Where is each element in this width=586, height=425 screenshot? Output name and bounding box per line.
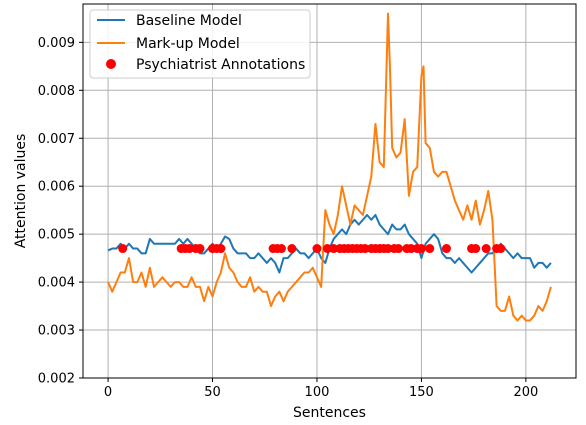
legend-box bbox=[89, 9, 311, 79]
annotation-point bbox=[416, 244, 426, 254]
plot-frame bbox=[82, 3, 577, 379]
y-tick-label: 0.002 bbox=[38, 372, 75, 387]
legend: Baseline Model Mark-up Model Psychiatris… bbox=[89, 9, 311, 79]
annotation-point bbox=[322, 244, 332, 254]
annotation-point bbox=[471, 244, 481, 254]
annotation-point bbox=[441, 244, 451, 254]
x-tick-label: 100 bbox=[305, 385, 330, 400]
y-tick-label: 0.006 bbox=[38, 180, 75, 195]
legend-label-markup: Mark-up Model bbox=[136, 36, 240, 52]
y-tick-label: 0.009 bbox=[38, 36, 75, 51]
y-tick-label: 0.005 bbox=[38, 228, 75, 243]
annotation-point bbox=[312, 244, 322, 254]
legend-label-baseline: Baseline Model bbox=[136, 13, 242, 29]
legend-swatch-annotations bbox=[106, 59, 116, 69]
y-tick-label: 0.003 bbox=[38, 324, 75, 339]
annotation-point bbox=[393, 244, 403, 254]
x-tick-label: 0 bbox=[104, 385, 112, 400]
x-tick-label: 150 bbox=[409, 385, 434, 400]
y-tick-label: 0.008 bbox=[38, 84, 75, 99]
annotation-point bbox=[383, 244, 393, 254]
annotation-point bbox=[185, 244, 195, 254]
annotation-point bbox=[118, 244, 128, 254]
legend-label-annotations: Psychiatrist Annotations bbox=[136, 57, 305, 73]
annotation-point bbox=[360, 244, 370, 254]
y-tick-label: 0.004 bbox=[38, 276, 75, 291]
x-tick-label: 200 bbox=[513, 385, 538, 400]
annotation-point bbox=[496, 244, 506, 254]
annotation-point bbox=[406, 244, 416, 254]
annotation-point bbox=[276, 244, 286, 254]
annotation-point bbox=[481, 244, 491, 254]
annotation-point bbox=[195, 244, 205, 254]
series-line-1 bbox=[107, 12, 552, 322]
x-tick-label: 50 bbox=[204, 385, 221, 400]
annotation-point bbox=[329, 244, 339, 254]
annotation-point bbox=[287, 244, 297, 254]
y-tick-label: 0.007 bbox=[38, 132, 75, 147]
annotation-point bbox=[425, 244, 435, 254]
x-axis-label: Sentences bbox=[293, 405, 366, 421]
series-layer bbox=[107, 12, 552, 322]
tick-layer: 0 50 100 150 200 0.002 0.003 0.004 0.005 0.006 0.0… bbox=[38, 36, 538, 400]
y-axis-label: Attention values bbox=[13, 134, 29, 249]
annotation-point bbox=[216, 244, 226, 254]
